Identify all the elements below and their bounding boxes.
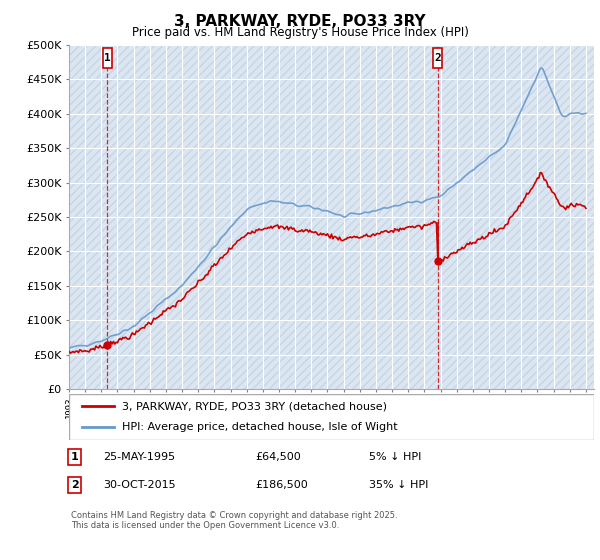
Text: 3, PARKWAY, RYDE, PO33 3RY: 3, PARKWAY, RYDE, PO33 3RY [174,14,426,29]
Text: 30-OCT-2015: 30-OCT-2015 [103,480,176,490]
Text: 2: 2 [71,480,79,490]
FancyBboxPatch shape [103,48,112,68]
Text: Contains HM Land Registry data © Crown copyright and database right 2025.
This d: Contains HM Land Registry data © Crown c… [71,511,397,530]
Text: £64,500: £64,500 [255,452,301,462]
Text: Price paid vs. HM Land Registry's House Price Index (HPI): Price paid vs. HM Land Registry's House … [131,26,469,39]
FancyBboxPatch shape [433,48,442,68]
FancyBboxPatch shape [69,394,594,440]
Text: 5% ↓ HPI: 5% ↓ HPI [369,452,421,462]
Text: 1: 1 [104,53,111,63]
Text: 3, PARKWAY, RYDE, PO33 3RY (detached house): 3, PARKWAY, RYDE, PO33 3RY (detached hou… [121,401,386,411]
Text: 35% ↓ HPI: 35% ↓ HPI [369,480,428,490]
Text: 2: 2 [434,53,441,63]
Text: 1: 1 [71,452,79,462]
Text: 25-MAY-1995: 25-MAY-1995 [103,452,175,462]
Text: HPI: Average price, detached house, Isle of Wight: HPI: Average price, detached house, Isle… [121,422,397,432]
Text: £186,500: £186,500 [255,480,308,490]
